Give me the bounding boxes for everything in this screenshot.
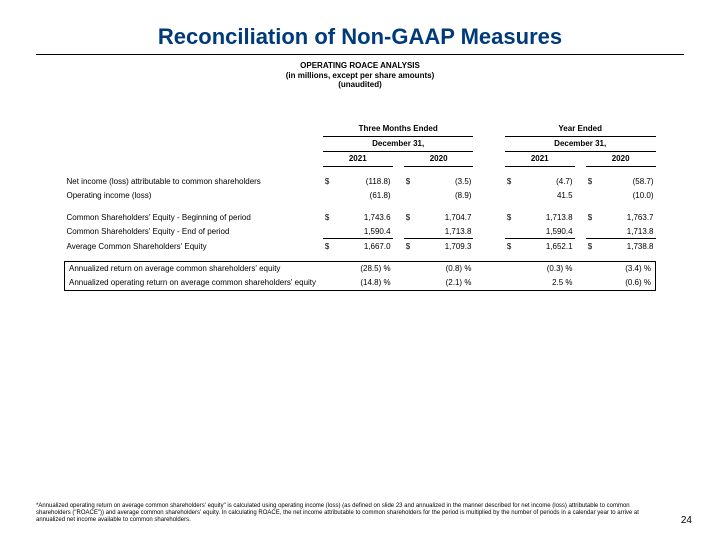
value: 1,590.4 — [336, 224, 392, 239]
row-operating-income: Operating income (loss) (61.8) (8.9) 41.… — [65, 188, 656, 202]
row-annualized-return: Annualized return on average common shar… — [65, 261, 656, 276]
subhead-line3: (unaudited) — [36, 80, 684, 90]
col-dec31-tm: December 31, — [323, 136, 474, 151]
currency-symbol: $ — [505, 239, 518, 254]
subheading: OPERATING ROACE ANALYSIS (in millions, e… — [36, 61, 684, 90]
currency-symbol: $ — [586, 210, 599, 224]
title-divider — [36, 54, 684, 55]
value: (0.3) % — [518, 261, 574, 276]
value: 1,738.8 — [599, 239, 655, 254]
page-title: Reconciliation of Non-GAAP Measures — [36, 24, 684, 50]
value: 1,713.8 — [599, 224, 655, 239]
value: (8.9) — [417, 188, 473, 202]
value: 41.5 — [518, 188, 574, 202]
currency-symbol: $ — [505, 210, 518, 224]
header-periods: Three Months Ended Year Ended — [65, 122, 656, 137]
value: (0.8) % — [417, 261, 473, 276]
page-number: 24 — [681, 515, 692, 526]
value: (4.7) — [518, 174, 574, 188]
label: Common Shareholders' Equity - Beginning … — [65, 210, 323, 224]
header-years: 2021 2020 2021 2020 — [65, 151, 656, 166]
value: 1,709.3 — [417, 239, 473, 254]
value: 1,713.8 — [518, 210, 574, 224]
currency-symbol: $ — [323, 239, 336, 254]
col-tm-2020: 2020 — [404, 151, 474, 166]
value: (3.4) % — [599, 261, 655, 276]
col-ye-2020: 2020 — [586, 151, 656, 166]
value: (2.1) % — [417, 276, 473, 291]
currency-symbol: $ — [505, 174, 518, 188]
value: 1,763.7 — [599, 210, 655, 224]
label: Operating income (loss) — [65, 188, 323, 202]
value: 1,590.4 — [518, 224, 574, 239]
value: 1,652.1 — [518, 239, 574, 254]
value: (58.7) — [599, 174, 655, 188]
value: 1,713.8 — [417, 224, 473, 239]
label: Common Shareholders' Equity - End of per… — [65, 224, 323, 239]
row-equity-avg: Average Common Shareholders' Equity $ 1,… — [65, 239, 656, 254]
col-year-ended: Year Ended — [505, 122, 656, 137]
row-equity-begin: Common Shareholders' Equity - Beginning … — [65, 210, 656, 224]
value: (28.5) % — [336, 261, 392, 276]
data-table: Three Months Ended Year Ended December 3… — [64, 122, 656, 291]
row-annualized-op-return: Annualized operating return on average c… — [65, 276, 656, 291]
currency-symbol: $ — [404, 210, 417, 224]
subhead-line2: (in millions, except per share amounts) — [36, 71, 684, 81]
label: Annualized operating return on average c… — [65, 276, 323, 291]
currency-symbol: $ — [586, 239, 599, 254]
value: (61.8) — [336, 188, 392, 202]
col-tm-2021: 2021 — [323, 151, 393, 166]
label: Average Common Shareholders' Equity — [65, 239, 323, 254]
value: (118.8) — [336, 174, 392, 188]
header-dec31: December 31, December 31, — [65, 136, 656, 151]
col-ye-2021: 2021 — [505, 151, 575, 166]
slide: Reconciliation of Non-GAAP Measures OPER… — [0, 0, 720, 540]
currency-symbol: $ — [404, 239, 417, 254]
value: (3.5) — [417, 174, 473, 188]
value: 2.5 % — [518, 276, 574, 291]
value: 1,667.0 — [336, 239, 392, 254]
row-net-income: Net income (loss) attributable to common… — [65, 174, 656, 188]
col-three-months: Three Months Ended — [323, 122, 474, 137]
currency-symbol: $ — [586, 174, 599, 188]
currency-symbol: $ — [404, 174, 417, 188]
value: (0.6) % — [599, 276, 655, 291]
subhead-line1: OPERATING ROACE ANALYSIS — [36, 61, 684, 71]
value: 1,704.7 — [417, 210, 473, 224]
row-equity-end: Common Shareholders' Equity - End of per… — [65, 224, 656, 239]
label: Net income (loss) attributable to common… — [65, 174, 323, 188]
col-dec31-ye: December 31, — [505, 136, 656, 151]
value: (14.8) % — [336, 276, 392, 291]
value: 1,743.6 — [336, 210, 392, 224]
footnote: *Annualized operating return on average … — [36, 503, 664, 524]
value: (10.0) — [599, 188, 655, 202]
currency-symbol: $ — [323, 174, 336, 188]
label: Annualized return on average common shar… — [65, 261, 323, 276]
currency-symbol: $ — [323, 210, 336, 224]
roace-table: Three Months Ended Year Ended December 3… — [64, 122, 656, 291]
